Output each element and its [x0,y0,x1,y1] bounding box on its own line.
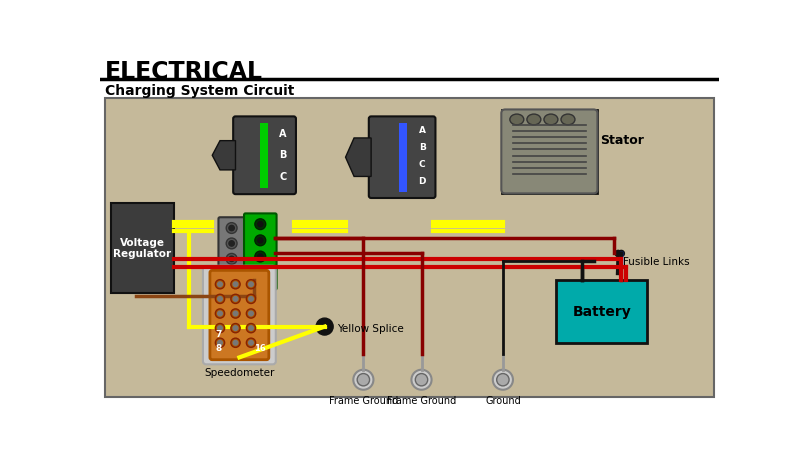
Circle shape [618,251,624,257]
Circle shape [248,297,253,302]
FancyBboxPatch shape [111,203,174,293]
Circle shape [226,223,237,234]
Circle shape [216,280,225,289]
Circle shape [248,312,253,316]
Circle shape [217,312,222,316]
Polygon shape [213,141,236,170]
Circle shape [233,326,238,331]
Circle shape [255,252,266,262]
Circle shape [248,341,253,345]
Text: Frame Ground: Frame Ground [387,395,456,405]
Circle shape [231,295,240,304]
Circle shape [233,297,238,302]
Circle shape [316,318,333,335]
Text: Charging System Circuit: Charging System Circuit [105,83,294,97]
Circle shape [246,324,256,333]
Circle shape [217,282,222,287]
Text: Ground: Ground [485,395,521,405]
Circle shape [357,374,370,386]
Text: B: B [419,143,426,152]
Ellipse shape [561,115,575,125]
Circle shape [217,326,222,331]
Circle shape [233,341,238,345]
Circle shape [226,269,237,280]
Circle shape [217,297,222,302]
Circle shape [246,280,256,289]
Circle shape [255,219,266,230]
Text: B: B [279,150,287,160]
FancyBboxPatch shape [556,280,647,343]
Circle shape [257,271,263,276]
Ellipse shape [510,115,524,125]
FancyBboxPatch shape [203,266,276,364]
Circle shape [257,254,263,260]
Text: Fusible Links: Fusible Links [623,257,690,267]
Circle shape [493,370,513,390]
FancyBboxPatch shape [369,117,435,198]
Circle shape [231,309,240,318]
Circle shape [257,222,263,227]
Circle shape [229,257,234,262]
Circle shape [231,338,240,348]
Circle shape [216,309,225,318]
Circle shape [231,324,240,333]
Circle shape [216,295,225,304]
Polygon shape [345,138,371,177]
Circle shape [226,239,237,249]
Circle shape [229,272,234,277]
Circle shape [231,280,240,289]
Circle shape [353,370,373,390]
Text: Stator: Stator [601,133,645,147]
Circle shape [415,374,427,386]
Text: 7: 7 [216,329,222,338]
Circle shape [226,254,237,265]
Circle shape [216,338,225,348]
Text: D: D [419,176,426,185]
FancyBboxPatch shape [399,123,407,193]
Circle shape [216,324,225,333]
Ellipse shape [544,115,558,125]
Circle shape [217,341,222,345]
Circle shape [229,226,234,231]
Text: Battery: Battery [572,304,631,318]
Circle shape [246,338,256,348]
FancyBboxPatch shape [233,117,296,195]
Circle shape [233,312,238,316]
Text: A: A [279,128,287,138]
Circle shape [229,241,234,247]
Circle shape [246,309,256,318]
Text: Voltage
Regulator: Voltage Regulator [113,237,172,259]
FancyBboxPatch shape [105,99,714,397]
Text: ELECTRICAL: ELECTRICAL [105,60,263,84]
Text: Yellow Splice: Yellow Splice [337,323,403,333]
Circle shape [246,295,256,304]
Circle shape [255,268,266,278]
Circle shape [615,251,622,257]
Circle shape [248,282,253,287]
Text: C: C [419,160,426,169]
Ellipse shape [527,115,541,125]
Circle shape [233,282,238,287]
FancyBboxPatch shape [218,218,244,290]
Circle shape [248,326,253,331]
Text: 8: 8 [216,343,221,352]
Text: Speedometer: Speedometer [205,367,275,377]
Circle shape [411,370,431,390]
FancyBboxPatch shape [210,271,268,360]
FancyBboxPatch shape [502,111,597,193]
Circle shape [255,235,266,246]
Circle shape [497,374,509,386]
FancyBboxPatch shape [260,123,268,189]
Text: C: C [279,171,286,181]
Text: 16: 16 [254,343,266,352]
FancyBboxPatch shape [501,110,598,194]
Circle shape [257,238,263,244]
Text: Frame Ground: Frame Ground [328,395,398,405]
FancyBboxPatch shape [244,214,276,290]
Text: A: A [419,126,426,135]
